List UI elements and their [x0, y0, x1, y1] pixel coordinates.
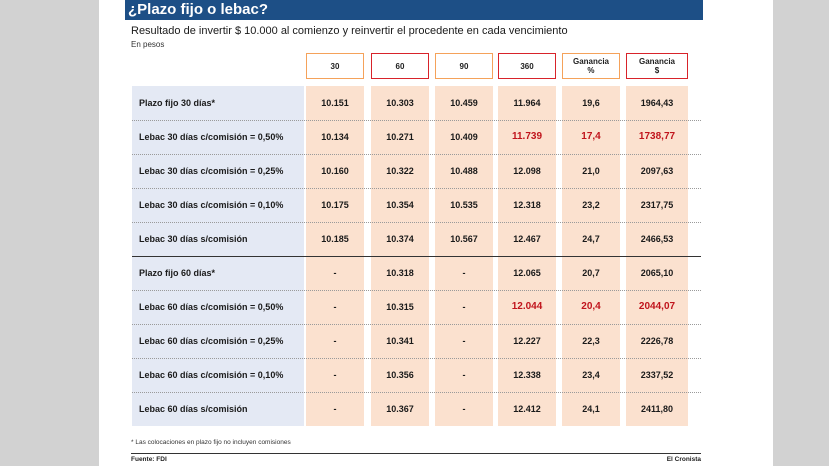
- column-header-text: 90: [459, 61, 469, 71]
- row-label: Lebac 30 días c/comisión = 0,10%: [139, 200, 284, 210]
- row-divider: [132, 222, 701, 223]
- table-cell: 10.271: [386, 132, 414, 142]
- row-divider: [132, 290, 701, 291]
- row-label: Plazo fijo 30 días*: [139, 98, 216, 108]
- table-cell: 2337,52: [640, 370, 674, 380]
- table-cell: 11.964: [513, 98, 541, 108]
- table-cell: 24,7: [582, 234, 600, 244]
- row-label: Lebac 30 días c/comisión = 0,25%: [139, 166, 284, 176]
- row-label: Lebac 60 días s/comisión: [139, 404, 248, 414]
- infographic-card: ¿Plazo fijo o lebac? Resultado de invert…: [125, 0, 705, 466]
- column-header-5: Ganancia $: [626, 53, 688, 79]
- column-header-text: Ganancia $: [638, 57, 675, 75]
- table-cell: 10.185: [321, 234, 349, 244]
- column-header-1: 60: [371, 53, 429, 79]
- table-cell: 10.488: [450, 166, 478, 176]
- column-header-3: 360: [498, 53, 556, 79]
- table-cell: 12.227: [513, 336, 541, 346]
- table-cell: 10.409: [450, 132, 478, 142]
- table-cell: -: [462, 404, 466, 414]
- row-label: Lebac 60 días c/comisión = 0,10%: [139, 370, 284, 380]
- table-cell: 22,3: [582, 336, 600, 346]
- subtitle: Resultado de invertir $ 10.000 al comien…: [131, 25, 568, 37]
- footer-divider: [131, 453, 701, 454]
- column-header-2: 90: [435, 53, 493, 79]
- table-cell: 10.535: [450, 200, 478, 210]
- table-cell: 11.739: [511, 131, 543, 142]
- row-divider: [132, 154, 701, 155]
- table-cell: 10.151: [321, 98, 349, 108]
- table-cell: 10.367: [386, 404, 414, 414]
- table-cell: 23,2: [582, 200, 600, 210]
- table-cell: 23,4: [582, 370, 600, 380]
- table-cell: 20,4: [581, 301, 601, 312]
- row-label: Lebac 30 días c/comisión = 0,50%: [139, 132, 284, 142]
- table-cell: 2317,75: [640, 200, 674, 210]
- source-label: Fuente: FDI: [131, 456, 167, 463]
- column-header-text: 30: [330, 61, 340, 71]
- row-label: Lebac 60 días c/comisión = 0,50%: [139, 302, 284, 312]
- table-cell: 10.567: [450, 234, 478, 244]
- table-cell: 10.175: [321, 200, 349, 210]
- row-divider: [132, 392, 701, 393]
- table-cell: -: [462, 268, 466, 278]
- column-header-text: Ganancia %: [572, 57, 609, 75]
- table-cell: 10.374: [386, 234, 414, 244]
- table-cell: 12.065: [513, 268, 541, 278]
- table-cell: 10.354: [386, 200, 414, 210]
- table-cell: -: [333, 302, 337, 312]
- column-header-text: 360: [520, 61, 534, 71]
- footnote: * Las colocaciones en plazo fijo no incl…: [131, 439, 291, 446]
- table-cell: 10.303: [386, 98, 414, 108]
- table-cell: -: [333, 370, 337, 380]
- table-cell: -: [333, 404, 337, 414]
- table-cell: 2411,80: [640, 404, 674, 414]
- table-cell: 19,6: [582, 98, 600, 108]
- table-cell: -: [462, 370, 466, 380]
- table-cell: 12.098: [513, 166, 541, 176]
- table-cell: 2065,10: [640, 268, 674, 278]
- table-cell: 12.467: [513, 234, 541, 244]
- row-divider: [132, 188, 701, 189]
- row-divider: [132, 324, 701, 325]
- table-cell: 10.315: [386, 302, 414, 312]
- table-cell: 17,4: [581, 131, 601, 142]
- row-divider: [132, 120, 701, 121]
- table-cell: 10.459: [450, 98, 478, 108]
- title: ¿Plazo fijo o lebac?: [125, 0, 703, 20]
- column-header-4: Ganancia %: [562, 53, 620, 79]
- section-divider: [132, 256, 701, 257]
- table-cell: 12.044: [511, 301, 543, 312]
- table-cell: -: [462, 302, 466, 312]
- table-cell: 2466,53: [640, 234, 674, 244]
- column-header-0: 30: [306, 53, 364, 79]
- table-cell: -: [333, 336, 337, 346]
- table-cell: 20,7: [582, 268, 600, 278]
- units-label: En pesos: [131, 40, 165, 49]
- table-cell: 10.160: [321, 166, 349, 176]
- row-divider: [132, 358, 701, 359]
- table-cell: 2226,78: [640, 336, 674, 346]
- row-label: Lebac 30 días s/comisión: [139, 234, 248, 244]
- table-cell: 10.356: [386, 370, 414, 380]
- column-header-text: 60: [395, 61, 405, 71]
- table-cell: 10.134: [321, 132, 349, 142]
- table-cell: 10.322: [386, 166, 414, 176]
- table-cell: 12.318: [513, 200, 541, 210]
- table-cell: 12.412: [513, 404, 541, 414]
- table-cell: 2044,07: [638, 301, 676, 312]
- table-cell: 10.318: [386, 268, 414, 278]
- row-label: Lebac 60 días c/comisión = 0,25%: [139, 336, 284, 346]
- table-cell: 1964,43: [640, 98, 674, 108]
- table-cell: 12.338: [513, 370, 541, 380]
- table-cell: -: [333, 268, 337, 278]
- table-cell: 2097,63: [640, 166, 674, 176]
- row-label: Plazo fijo 60 días*: [139, 268, 216, 278]
- table-cell: 10.341: [386, 336, 414, 346]
- table-cell: 1738,77: [638, 131, 676, 142]
- table-cell: -: [462, 336, 466, 346]
- brand-label: El Cronista: [666, 456, 701, 463]
- table-cell: 21,0: [582, 166, 600, 176]
- table-cell: 24,1: [582, 404, 600, 414]
